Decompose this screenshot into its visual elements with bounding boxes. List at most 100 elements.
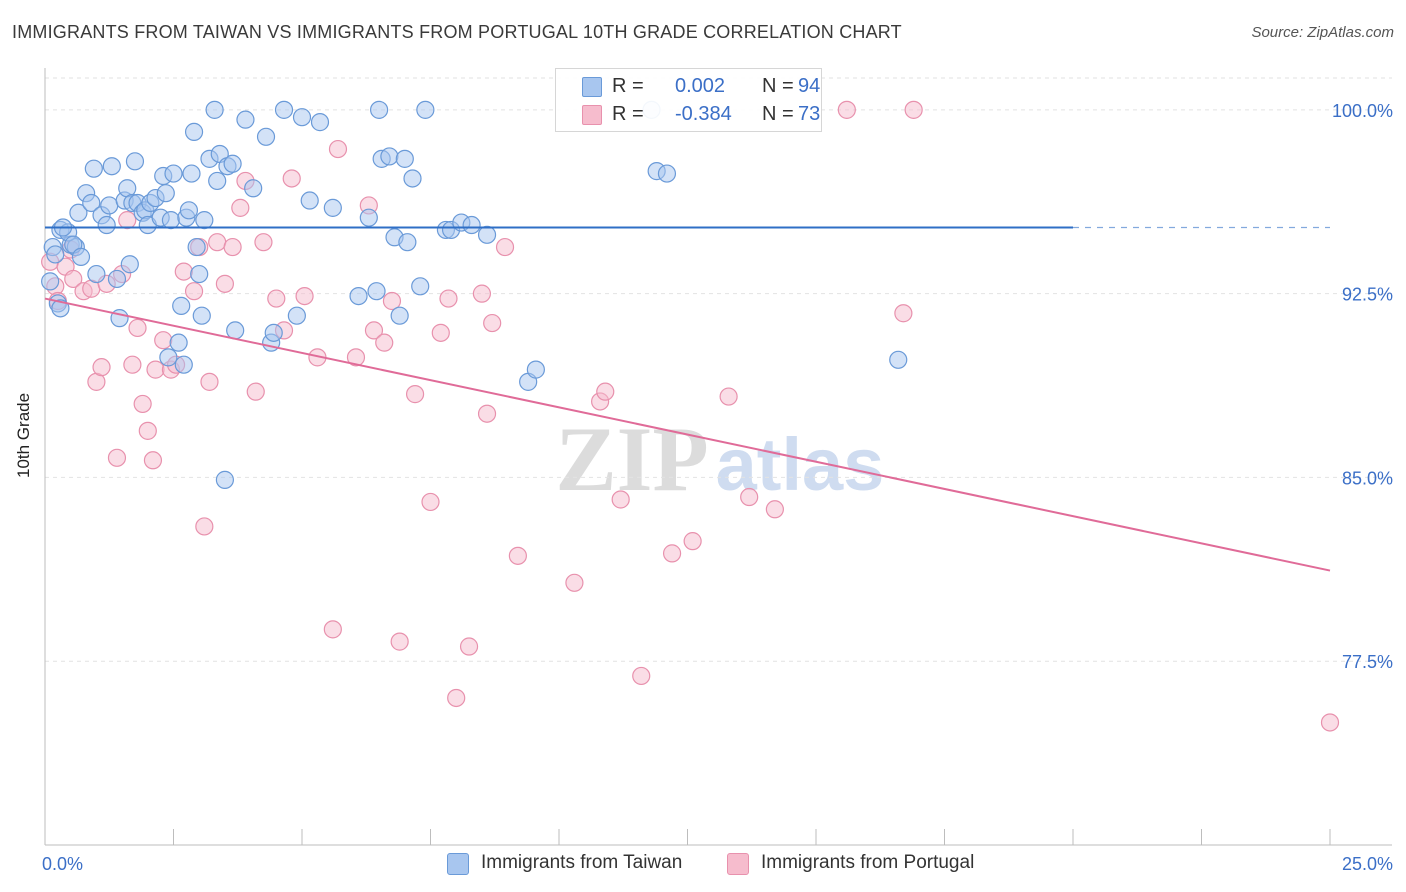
taiwan-point	[390, 306, 409, 325]
portugal-point	[837, 100, 856, 119]
x-tick-label: 0.0%	[42, 854, 83, 874]
chart-title: IMMIGRANTS FROM TAIWAN VS IMMIGRANTS FRO…	[12, 22, 902, 42]
y-tick-label: 77.5%	[1342, 652, 1393, 672]
taiwan-point	[187, 237, 206, 257]
taiwan-point	[223, 154, 242, 173]
portugal-point	[439, 289, 458, 308]
taiwan-point	[179, 201, 199, 220]
portugal-swatch	[582, 105, 602, 125]
portugal-point	[146, 360, 165, 379]
taiwan-point	[244, 179, 263, 198]
portugal-point	[611, 490, 630, 509]
grid-lines	[45, 77, 1392, 662]
taiwan-point	[205, 100, 224, 119]
portugal-point	[719, 387, 738, 406]
taiwan-swatch	[582, 77, 602, 97]
portugal-point	[184, 282, 204, 301]
taiwan-point	[169, 333, 188, 352]
portugal-point	[382, 291, 402, 311]
taiwan-point	[208, 171, 227, 191]
portugal-trend-line	[44, 297, 1331, 572]
taiwan-point	[395, 149, 414, 168]
portugal-point	[405, 385, 425, 404]
taiwan-point	[97, 215, 116, 235]
portugal-point	[282, 169, 301, 188]
portugal-n-value: 73	[798, 103, 821, 125]
trend-lines	[44, 226, 1331, 572]
portugal-point	[328, 139, 348, 159]
x-tick-label: 25.0%	[1342, 854, 1393, 874]
taiwan-point	[300, 191, 319, 210]
bottom-taiwan-swatch	[447, 853, 469, 875]
tick-labels: 100.0% 92.5% 85.0% 77.5% 0.0% 25.0%	[42, 101, 1393, 874]
taiwan-point	[174, 355, 193, 374]
portugal-point	[208, 233, 227, 252]
taiwan-point	[398, 233, 417, 252]
taiwan-point	[192, 306, 211, 325]
taiwan-point	[403, 169, 422, 188]
portugal-point	[223, 237, 242, 257]
taiwan-point	[411, 277, 430, 296]
portugal-point	[565, 573, 584, 592]
taiwan-point	[226, 321, 245, 340]
taiwan-point	[51, 299, 70, 318]
taiwan-point	[82, 193, 101, 213]
portugal-point	[174, 262, 193, 281]
taiwan-point	[349, 286, 368, 306]
taiwan-point	[184, 122, 204, 142]
portugal-point	[390, 632, 409, 651]
taiwan-point	[69, 203, 88, 222]
portugal-point	[1320, 713, 1340, 732]
taiwan-point	[87, 264, 106, 284]
watermark-zip: ZIP	[555, 408, 708, 510]
portugal-point	[483, 313, 502, 333]
taiwan-point	[287, 306, 306, 325]
taiwan-point	[310, 113, 330, 132]
taiwan-point	[359, 208, 378, 227]
portugal-point	[138, 421, 157, 440]
taiwan-point	[190, 264, 209, 284]
taiwan-point	[323, 198, 342, 217]
taiwan-point	[102, 157, 121, 176]
taiwan-point	[462, 215, 481, 235]
taiwan-point	[71, 247, 91, 266]
portugal-point	[246, 382, 265, 401]
portugal-point	[477, 404, 497, 423]
portugal-point	[323, 620, 342, 639]
portugal-point	[295, 286, 314, 306]
portugal-point	[118, 211, 137, 230]
y-tick-label: 100.0%	[1332, 101, 1393, 121]
portugal-point	[596, 382, 615, 401]
portugal-point	[472, 284, 491, 303]
taiwan-point	[477, 225, 497, 244]
taiwan-point	[84, 159, 103, 178]
taiwan-point	[292, 108, 312, 127]
portugal-point	[662, 544, 682, 563]
portugal-point	[195, 517, 214, 536]
portugal-point	[154, 331, 173, 350]
portugal-point	[459, 637, 479, 656]
portugal-point	[632, 666, 651, 686]
portugal-point	[133, 394, 152, 414]
portugal-point	[375, 333, 394, 352]
portugal-point	[128, 318, 147, 338]
correlation-legend: R = 0.002 N = 94 R = -0.384 N = 73	[555, 68, 822, 132]
portugal-point	[904, 100, 923, 119]
taiwan-point	[657, 164, 677, 183]
taiwan-point	[236, 110, 255, 129]
bottom-portugal-swatch	[727, 853, 749, 875]
y-tick-label: 85.0%	[1342, 468, 1393, 488]
taiwan-point	[159, 348, 178, 367]
portugal-point	[107, 448, 127, 467]
taiwan-point	[526, 360, 545, 379]
portugal-point	[92, 358, 111, 377]
taiwan-point	[215, 470, 234, 489]
taiwan-r-label: R =	[612, 75, 644, 97]
taiwan-point	[274, 100, 294, 119]
portugal-point	[495, 237, 515, 257]
portugal-point	[508, 546, 527, 565]
taiwan-point	[367, 282, 386, 301]
portugal-point	[431, 323, 450, 342]
taiwan-point	[46, 245, 65, 264]
